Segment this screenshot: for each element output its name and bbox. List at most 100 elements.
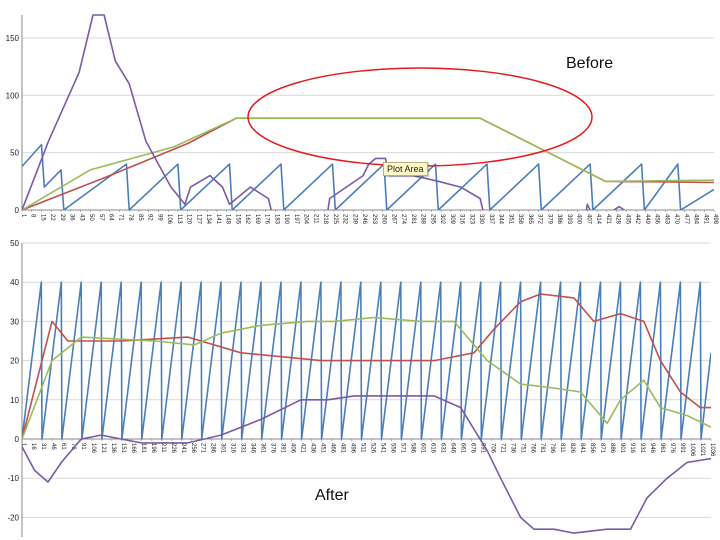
after-x-tick-label: 811 bbox=[559, 443, 565, 453]
after-x-tick-label: 856 bbox=[589, 443, 595, 454]
before-x-tick-label: 407 bbox=[585, 214, 591, 225]
after-x-tick-label: 226 bbox=[170, 443, 176, 454]
before-x-tick-label: 379 bbox=[546, 214, 552, 225]
before-x-tick-label: 337 bbox=[488, 214, 494, 225]
after-x-tick-label: 991 bbox=[679, 443, 685, 454]
after-x-tick-label: 286 bbox=[210, 443, 216, 454]
before-x-tick-label: 113 bbox=[176, 214, 182, 224]
before-x-tick-label: 288 bbox=[420, 214, 426, 225]
before-x-tick-label: 239 bbox=[351, 214, 357, 225]
before-x-tick-label: 302 bbox=[439, 214, 445, 225]
before-x-tick-label: 281 bbox=[410, 214, 416, 225]
after-x-tick-label: 796 bbox=[549, 443, 555, 454]
after-x-tick-label: 526 bbox=[369, 443, 375, 454]
after-x-tick-label: 901 bbox=[619, 443, 625, 454]
after-x-tick-label: 481 bbox=[340, 443, 346, 454]
after-y-tick-label: 40 bbox=[10, 278, 19, 287]
after-x-tick-label: 331 bbox=[240, 443, 246, 454]
after-x-tick-label: 751 bbox=[519, 443, 525, 454]
before-x-tick-label: 1 bbox=[20, 214, 26, 218]
after-y-tick-label: 30 bbox=[10, 317, 19, 326]
before-x-tick-label: 197 bbox=[293, 214, 299, 225]
before-x-tick-label: 155 bbox=[234, 214, 240, 225]
after-x-tick-label: 196 bbox=[150, 443, 156, 454]
before-y-tick-label: 0 bbox=[15, 206, 20, 215]
after-annotation: After bbox=[315, 487, 349, 504]
after-x-tick-label: 346 bbox=[250, 443, 256, 454]
after-x-tick-label: 691 bbox=[479, 443, 485, 454]
after-x-tick-label: 151 bbox=[120, 443, 126, 454]
after-y-tick-label: 0 bbox=[15, 435, 20, 444]
after-y-tick-label: -20 bbox=[7, 513, 19, 522]
before-x-tick-label: 400 bbox=[576, 214, 582, 225]
before-x-tick-label: 442 bbox=[634, 214, 640, 225]
before-x-tick-label: 309 bbox=[449, 214, 455, 225]
after-x-tick-label: 961 bbox=[659, 443, 665, 454]
before-x-tick-label: 218 bbox=[322, 214, 328, 225]
after-x-tick-label: 376 bbox=[270, 443, 276, 454]
after-x-tick-label: 241 bbox=[180, 443, 186, 454]
after-x-tick-label: 826 bbox=[569, 443, 575, 454]
before-x-tick-label: 134 bbox=[205, 214, 211, 225]
after-y-tick-label: -10 bbox=[7, 474, 19, 483]
before-x-tick-label: 435 bbox=[624, 214, 630, 225]
before-x-tick-label: 449 bbox=[644, 214, 650, 225]
after-x-tick-label: 76 bbox=[70, 443, 76, 450]
before-x-tick-label: 141 bbox=[215, 214, 221, 225]
before-x-tick-label: 190 bbox=[283, 214, 289, 225]
before-x-tick-label: 491 bbox=[702, 214, 708, 225]
before-x-tick-label: 85 bbox=[137, 214, 143, 221]
before-x-tick-label: 372 bbox=[537, 214, 543, 225]
after-x-tick-label: 166 bbox=[130, 443, 136, 454]
before-x-tick-label: 246 bbox=[361, 214, 367, 225]
after-x-tick-label: 676 bbox=[469, 443, 475, 454]
plot-area-tooltip: Plot Area bbox=[383, 162, 428, 176]
before-annotation: Before bbox=[566, 55, 614, 72]
before-series-purple-line bbox=[22, 14, 626, 210]
before-y-tick-label: 100 bbox=[6, 91, 20, 100]
after-x-tick-label: 541 bbox=[379, 443, 385, 454]
after-x-tick-label: 616 bbox=[429, 443, 435, 454]
after-x-tick-label: 1036 bbox=[709, 443, 715, 457]
before-x-tick-label: 127 bbox=[195, 214, 201, 225]
after-x-tick-label: 661 bbox=[459, 443, 465, 454]
after-x-tick-label: 16 bbox=[30, 443, 36, 450]
before-x-tick-label: 470 bbox=[673, 214, 679, 225]
after-x-tick-label: 511 bbox=[360, 443, 366, 453]
after-x-tick-label: 601 bbox=[419, 443, 425, 454]
before-x-tick-label: 393 bbox=[566, 214, 572, 225]
after-y-tick-label: 10 bbox=[10, 396, 19, 405]
after-y-tick-label: 50 bbox=[10, 239, 19, 248]
before-x-tick-label: 169 bbox=[254, 214, 260, 225]
before-x-tick-label: 274 bbox=[400, 214, 406, 225]
before-x-tick-label: 386 bbox=[556, 214, 562, 225]
after-x-tick-label: 886 bbox=[609, 443, 615, 454]
before-x-tick-label: 414 bbox=[595, 214, 601, 225]
after-x-tick-label: 706 bbox=[489, 443, 495, 454]
after-x-tick-label: 361 bbox=[260, 443, 266, 454]
before-x-tick-label: 316 bbox=[459, 214, 465, 225]
before-x-tick-label: 428 bbox=[615, 214, 621, 225]
before-x-tick-label: 99 bbox=[156, 214, 162, 221]
after-x-tick-label: 931 bbox=[639, 443, 645, 454]
before-x-tick-label: 211 bbox=[312, 214, 318, 224]
before-x-tick-label: 50 bbox=[88, 214, 94, 221]
after-x-tick-label: 181 bbox=[140, 443, 146, 454]
before-x-tick-label: 456 bbox=[654, 214, 660, 225]
before-x-tick-label: 330 bbox=[478, 214, 484, 225]
after-x-tick-label: 421 bbox=[300, 443, 306, 454]
before-x-tick-label: 43 bbox=[78, 214, 84, 221]
after-x-tick-label: 61 bbox=[60, 443, 66, 450]
before-x-tick-label: 232 bbox=[342, 214, 348, 225]
before-x-tick-label: 295 bbox=[429, 214, 435, 225]
after-x-tick-label: 496 bbox=[350, 443, 356, 454]
after-x-tick-label: 1006 bbox=[689, 443, 695, 457]
after-x-tick-label: 301 bbox=[220, 443, 226, 454]
before-x-tick-label: 365 bbox=[527, 214, 533, 225]
after-x-tick-label: 316 bbox=[230, 443, 236, 454]
before-x-tick-label: 267 bbox=[390, 214, 396, 225]
after-x-tick-label: 31 bbox=[40, 443, 46, 450]
after-x-tick-label: 1021 bbox=[699, 443, 705, 457]
after-x-tick-label: 721 bbox=[499, 443, 505, 454]
before-x-tick-label: 106 bbox=[166, 214, 172, 225]
